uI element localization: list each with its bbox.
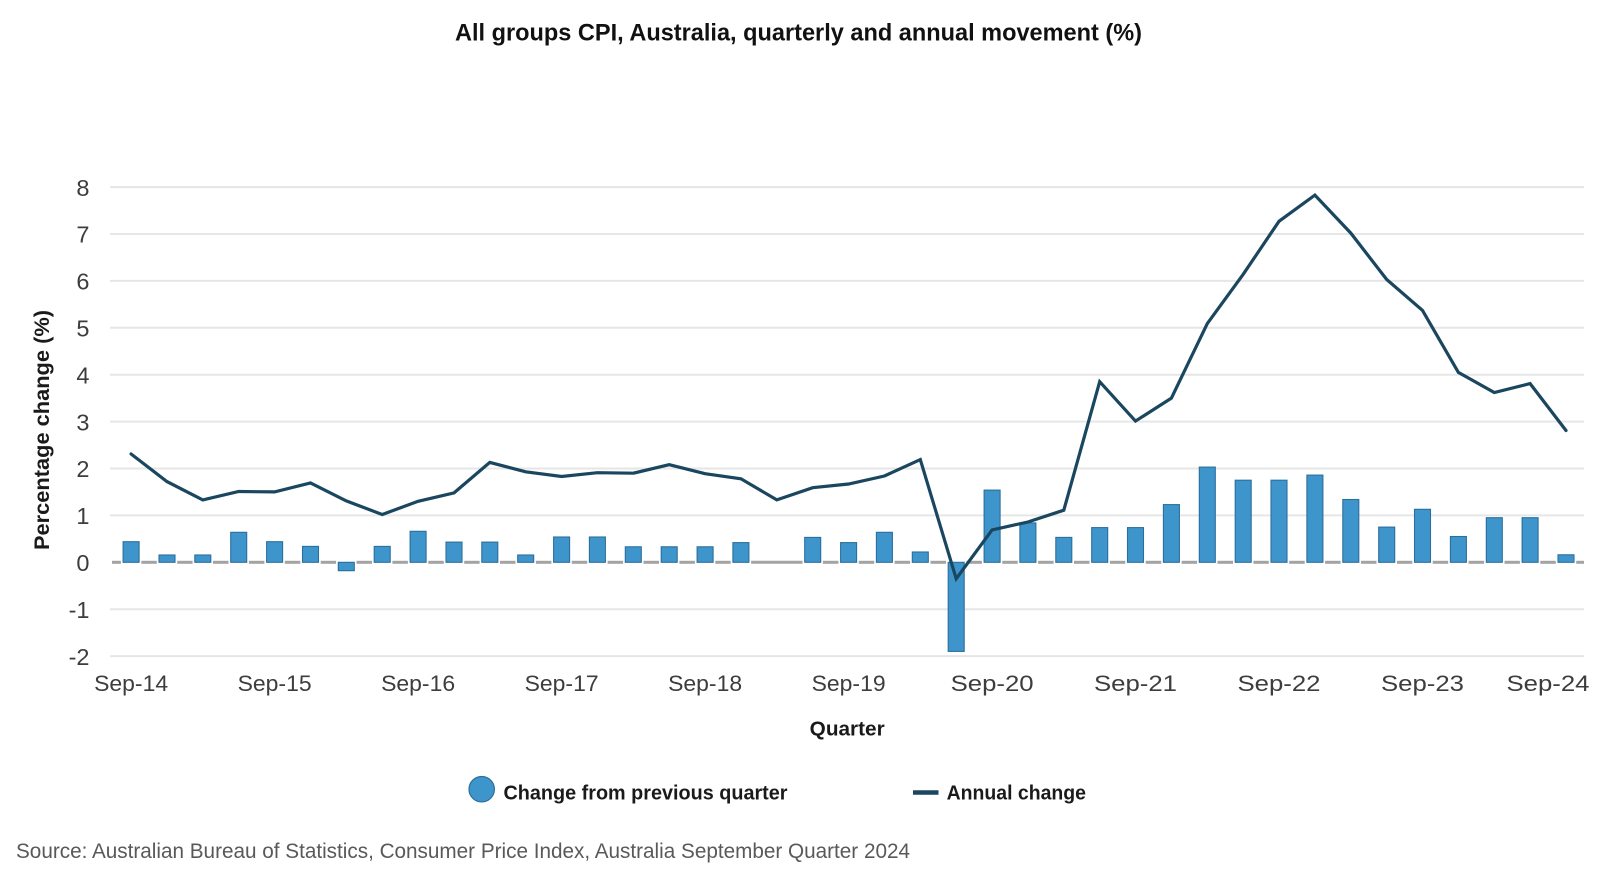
svg-text:Annual change: Annual change (947, 782, 1086, 805)
svg-text:All groups CPI, Australia, qua: All groups CPI, Australia, quarterly and… (455, 20, 1142, 47)
svg-text:Sep-21: Sep-21 (1094, 671, 1177, 696)
svg-text:4: 4 (76, 362, 89, 388)
svg-text:5: 5 (76, 316, 89, 342)
svg-text:Sep-14: Sep-14 (94, 671, 168, 696)
svg-text:8: 8 (76, 175, 89, 201)
svg-text:7: 7 (76, 222, 89, 248)
svg-text:Change from previous quarter: Change from previous quarter (504, 782, 788, 805)
svg-text:6: 6 (76, 269, 89, 295)
svg-text:Sep-20: Sep-20 (951, 671, 1034, 696)
svg-text:Sep-19: Sep-19 (812, 671, 886, 696)
svg-text:Sep-15: Sep-15 (238, 671, 312, 696)
svg-text:Sep-22: Sep-22 (1238, 671, 1321, 696)
svg-text:Percentage change (%): Percentage change (%) (30, 310, 54, 550)
svg-text:3: 3 (76, 409, 89, 435)
svg-text:0: 0 (76, 550, 89, 576)
svg-text:Quarter: Quarter (810, 717, 885, 740)
svg-text:Sep-17: Sep-17 (525, 671, 599, 696)
svg-text:1: 1 (76, 503, 89, 529)
svg-text:Source: Australian Bureau of S: Source: Australian Bureau of Statistics,… (16, 840, 910, 863)
svg-text:-1: -1 (69, 597, 90, 623)
svg-text:Sep-18: Sep-18 (668, 671, 742, 696)
svg-text:Sep-23: Sep-23 (1381, 671, 1464, 696)
svg-text:Sep-24: Sep-24 (1507, 671, 1590, 696)
svg-text:-2: -2 (69, 644, 90, 670)
svg-text:2: 2 (76, 456, 89, 482)
svg-text:Sep-16: Sep-16 (381, 671, 455, 696)
